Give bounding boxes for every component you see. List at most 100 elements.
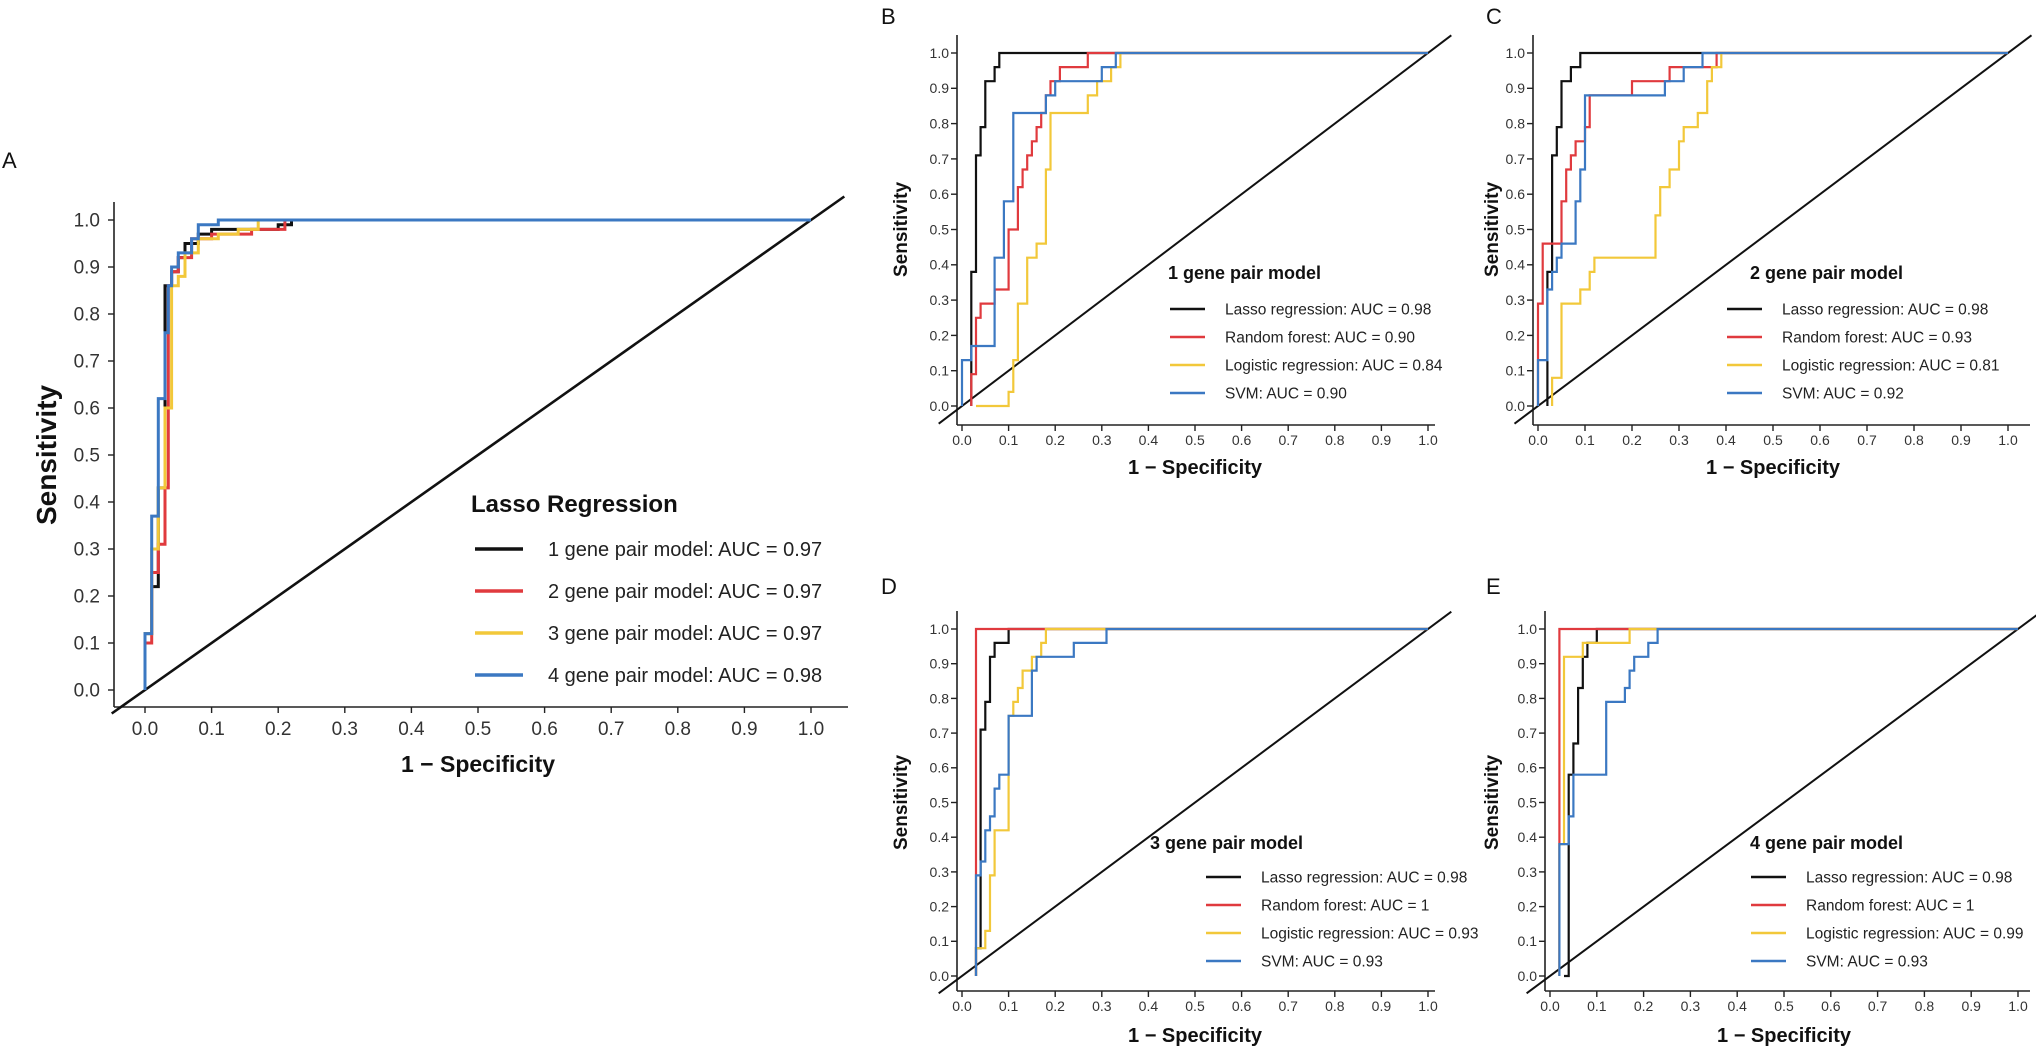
y-tick-label: 0.9	[1506, 80, 1526, 96]
x-tick-label: 0.4	[398, 719, 425, 740]
x-tick-label: 0.7	[1857, 432, 1877, 448]
x-tick-label: 0.0	[952, 998, 972, 1014]
roc-curve-series-1	[1564, 627, 2018, 978]
y-tick-label: 0.5	[930, 221, 950, 237]
reference-diagonal-line	[1526, 614, 2036, 995]
y-tick-label: 1.0	[930, 621, 950, 637]
y-tick-label: 0.3	[1506, 292, 1526, 308]
roc-curve-series-4	[960, 51, 1428, 406]
x-tick-label: 1.0	[1998, 432, 2018, 448]
x-tick-label: 1.0	[798, 719, 824, 740]
x-tick-label: 0.6	[531, 719, 557, 740]
x-tick-label: 0.4	[1139, 998, 1159, 1014]
y-tick-label: 1.0	[1518, 621, 1538, 637]
y-tick-label: 0.9	[1518, 656, 1538, 672]
y-tick-label: 0.8	[1518, 690, 1538, 706]
reference-diagonal-line	[1513, 34, 2033, 425]
legend-label-2: Random forest: AUC = 1	[1806, 898, 1974, 915]
roc-curve-series-3	[143, 218, 811, 690]
x-tick-label: 0.8	[1325, 432, 1345, 448]
roc-panel-e: E 0.0 0.1 0.2 0.3 0.4 0.5 0.6 0.7 0.8 0.9 1.0 0.0 0.1…	[1482, 574, 2036, 1047]
y-tick-label: 0.1	[74, 634, 100, 655]
y-axis-title: Sensitivity	[1482, 755, 1503, 850]
y-tick-label: 0.7	[930, 725, 950, 741]
x-tick-label: 0.6	[1232, 432, 1252, 448]
roc-panel-b: B 0.0 0.1 0.2 0.3 0.4 0.5 0.6 0.7 0.8 0.9 1.0 0.0 0.1…	[881, 4, 1452, 479]
y-tick-label: 0.6	[930, 186, 950, 202]
x-tick-label: 0.8	[665, 719, 691, 740]
x-tick-label: 0.2	[1045, 432, 1065, 448]
y-tick-label: 1.0	[1506, 45, 1526, 61]
x-axis-title: 1 − Specificity	[1128, 1025, 1263, 1047]
reference-diagonal-line	[938, 34, 1452, 425]
y-axis-title: Sensitivity	[891, 182, 912, 277]
y-tick-label: 0.0	[930, 398, 950, 414]
y-tick-label: 0.1	[1518, 933, 1538, 949]
legend-title: 1 gene pair model	[1168, 263, 1321, 283]
x-tick-label: 0.5	[1185, 998, 1205, 1014]
x-tick-label: 0.5	[465, 719, 491, 740]
legend-label-2: Random forest: AUC = 1	[1261, 898, 1429, 915]
y-axis-title: Sensitivity	[1482, 182, 1503, 277]
y-tick-label: 0.6	[1506, 186, 1526, 202]
y-tick-label: 0.4	[74, 493, 101, 514]
x-tick-label: 0.0	[1540, 998, 1560, 1014]
x-tick-label: 0.4	[1139, 432, 1159, 448]
x-tick-label: 0.9	[1961, 998, 1981, 1014]
y-tick-label: 0.3	[930, 864, 950, 880]
x-tick-label: 0.4	[1727, 998, 1747, 1014]
roc-curve-series-4	[1558, 627, 2018, 976]
y-tick-label: 0.3	[74, 540, 100, 561]
x-tick-label: 1.0	[1418, 432, 1438, 448]
x-tick-label: 0.7	[1868, 998, 1888, 1014]
legend-title: 2 gene pair model	[1750, 263, 1903, 283]
x-tick-label: 0.2	[1622, 432, 1642, 448]
y-axis-title: Sensitivity	[891, 755, 912, 850]
x-axis-title: 1 − Specificity	[1706, 457, 1841, 479]
roc-curve-series-3	[976, 51, 1428, 408]
x-tick-label: 0.8	[1904, 432, 1924, 448]
x-tick-label: 0.6	[1232, 998, 1252, 1014]
x-tick-label: 0.1	[999, 998, 1019, 1014]
x-tick-label: 0.3	[1092, 432, 1112, 448]
legend-label-4: 4 gene pair model: AUC = 0.98	[548, 665, 822, 687]
legend-label-1: Lasso regression: AUC = 0.98	[1261, 870, 1467, 887]
panel-label: A	[2, 148, 17, 173]
roc-curve-series-2	[1536, 51, 2008, 406]
x-tick-label: 0.3	[1092, 998, 1112, 1014]
x-tick-label: 0.2	[1634, 998, 1654, 1014]
roc-curve-series-3	[974, 627, 1428, 976]
x-tick-label: 0.2	[1045, 998, 1065, 1014]
x-tick-label: 0.0	[1528, 432, 1548, 448]
y-axis-title: Sensitivity	[31, 385, 62, 525]
x-tick-label: 0.7	[1278, 998, 1298, 1014]
y-tick-label: 0.8	[930, 116, 950, 132]
y-tick-label: 0.9	[930, 80, 950, 96]
x-tick-label: 0.2	[265, 719, 291, 740]
y-tick-label: 0.5	[1506, 221, 1526, 237]
legend-label-1: Lasso regression: AUC = 0.98	[1806, 870, 2012, 887]
x-tick-label: 0.8	[1915, 998, 1935, 1014]
roc-curve-series-2	[974, 627, 1428, 976]
x-tick-label: 0.6	[1810, 432, 1830, 448]
legend-label-3: 3 gene pair model: AUC = 0.97	[548, 623, 822, 645]
legend-label-1: 1 gene pair model: AUC = 0.97	[548, 539, 822, 561]
y-tick-label: 0.4	[930, 257, 950, 273]
x-tick-label: 0.1	[1587, 998, 1607, 1014]
x-tick-label: 0.4	[1716, 432, 1736, 448]
roc-curve-series-3	[1551, 51, 2008, 406]
roc-curve-series-1	[970, 51, 1428, 406]
y-tick-label: 0.1	[1506, 363, 1526, 379]
x-tick-label: 0.3	[332, 719, 358, 740]
y-tick-label: 0.7	[930, 151, 950, 167]
y-tick-label: 0.0	[1518, 968, 1538, 984]
x-axis-title: 1 − Specificity	[1128, 457, 1263, 479]
x-tick-label: 0.9	[1372, 998, 1392, 1014]
x-tick-label: 0.8	[1325, 998, 1345, 1014]
y-tick-label: 1.0	[930, 45, 950, 61]
legend-label-3: Logistic regression: AUC = 0.84	[1225, 358, 1443, 375]
legend-label-1: Lasso regression: AUC = 0.98	[1782, 302, 1988, 319]
x-tick-label: 0.1	[1575, 432, 1595, 448]
roc-curve-series-4	[1536, 51, 2008, 406]
